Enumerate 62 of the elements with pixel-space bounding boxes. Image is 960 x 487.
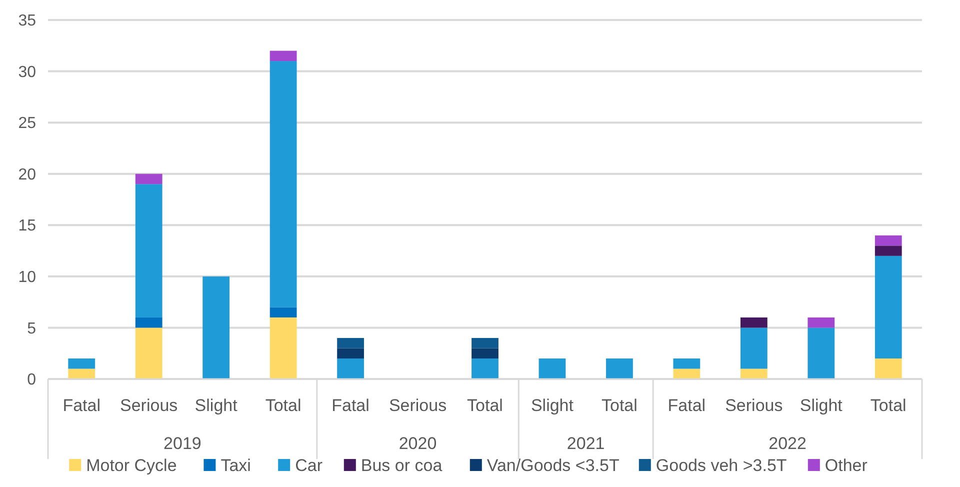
bar: [135, 174, 162, 184]
bar: [740, 328, 768, 369]
bar: [740, 317, 768, 328]
bar: [202, 276, 230, 379]
bar: [270, 50, 297, 62]
legend-label: Van/Goods <3.5T: [486, 456, 620, 475]
x-tick-label: Fatal: [62, 396, 101, 415]
bar: [337, 358, 364, 379]
y-tick-label: 15: [18, 218, 36, 235]
bar: [874, 256, 902, 358]
bar: [673, 368, 700, 379]
bar: [337, 338, 364, 348]
bar: [270, 317, 297, 379]
bar: [68, 358, 96, 369]
y-tick-label: 25: [18, 115, 36, 132]
x-tick-label: Fatal: [668, 396, 706, 415]
bar: [808, 328, 835, 379]
bar: [135, 184, 162, 318]
bar: [874, 246, 902, 256]
legend-label: Motor Cycle: [86, 456, 177, 475]
bar: [270, 61, 297, 308]
text: 2021: [566, 434, 605, 453]
y-tick-label: 35: [18, 12, 36, 30]
bar: [337, 348, 364, 358]
y-tick-label: 0: [27, 372, 36, 389]
bar: [538, 358, 566, 379]
y-tick-label: 20: [18, 166, 36, 184]
legend-label: Other: [824, 456, 868, 475]
x-tick-label: Total: [265, 396, 302, 415]
bar: [673, 358, 700, 369]
x-tick-label: Serious: [120, 396, 178, 415]
bar: [472, 338, 498, 348]
text: 2022: [768, 434, 806, 453]
bar: [808, 317, 835, 328]
bar: [740, 368, 768, 379]
x-tick-label: Fatal: [332, 396, 370, 415]
legend-label: Taxi: [220, 456, 251, 475]
x-tick-label: Total: [602, 396, 638, 415]
bar: [472, 348, 498, 358]
bar: [874, 358, 902, 379]
text: 2019: [164, 434, 202, 453]
y-tick-label: 5: [27, 320, 36, 338]
legend-label: Bus or coa: [360, 456, 443, 475]
legend-label: Goods veh >3.5T: [656, 456, 787, 475]
text: 2020: [398, 434, 437, 453]
x-tick-label: Slight: [194, 396, 238, 415]
y-tick-label: 10: [18, 269, 36, 286]
x-tick-label: Total: [467, 396, 503, 415]
bar: [472, 358, 498, 379]
bar: [270, 307, 297, 318]
x-tick-label: Slight: [800, 396, 843, 415]
bar: [874, 235, 902, 246]
bar: [68, 368, 96, 379]
x-tick-label: Total: [870, 396, 906, 415]
legend-label: Car: [295, 456, 323, 475]
x-tick-label: Slight: [530, 396, 574, 415]
bar: [135, 328, 162, 379]
y-tick-label: 30: [18, 64, 36, 81]
bar: [135, 317, 162, 328]
x-tick-label: Serious: [388, 396, 447, 415]
x-tick-label: Serious: [725, 396, 783, 415]
bar: [606, 358, 633, 379]
